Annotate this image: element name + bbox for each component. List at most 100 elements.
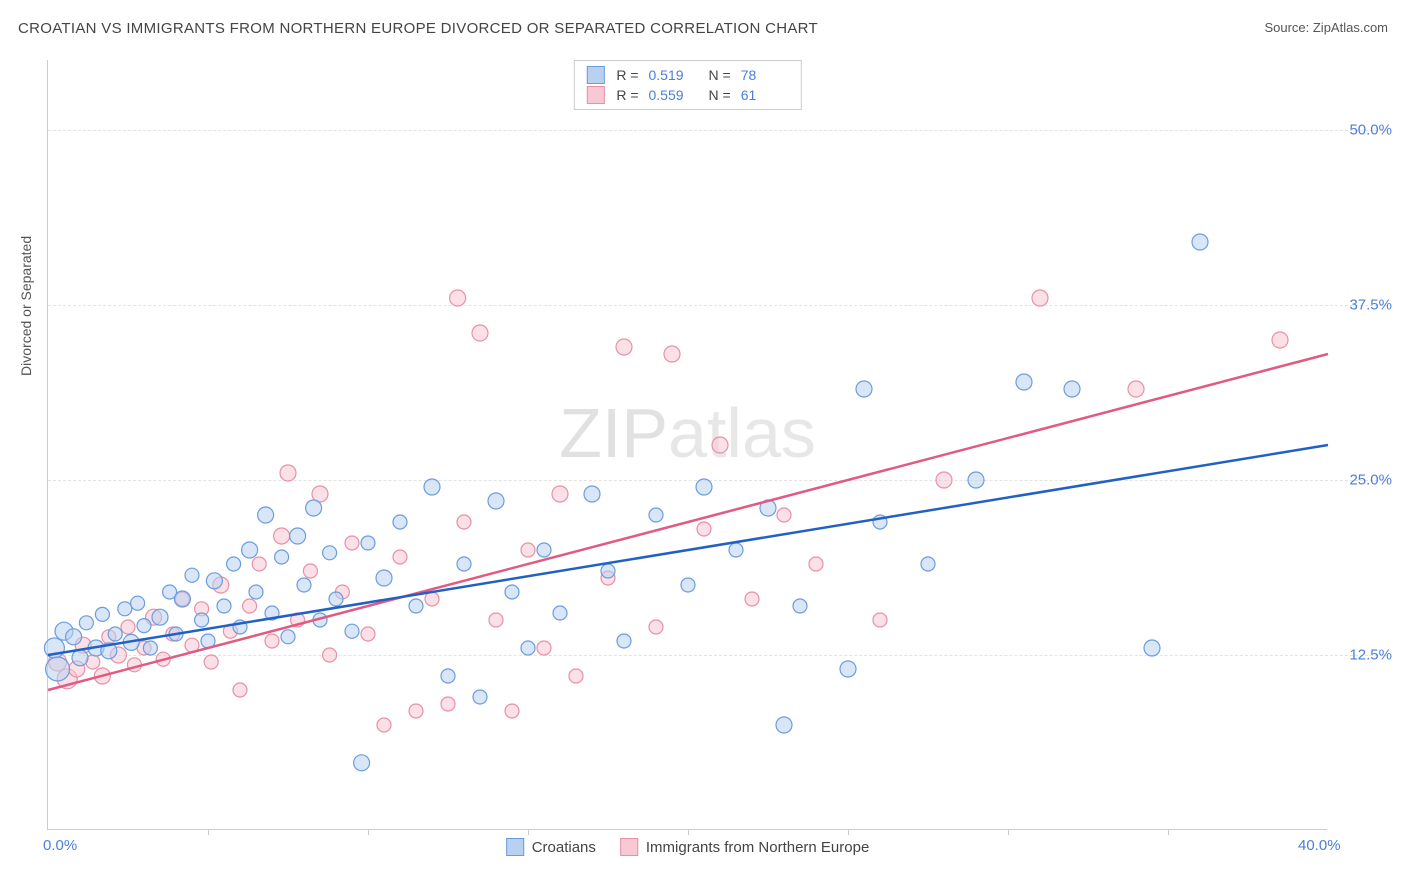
data-point (152, 609, 168, 625)
data-point (377, 718, 391, 732)
data-point (441, 669, 455, 683)
data-point (217, 599, 231, 613)
data-point (873, 613, 887, 627)
data-point (281, 630, 295, 644)
data-point (361, 536, 375, 550)
xtick-mark (688, 829, 689, 835)
data-point (118, 602, 132, 616)
data-point (441, 697, 455, 711)
data-point (252, 557, 266, 571)
data-point (457, 557, 471, 571)
data-point (584, 486, 600, 502)
data-point (46, 657, 70, 681)
data-point (185, 568, 199, 582)
data-point (143, 641, 157, 655)
legend-label: Croatians (532, 839, 596, 856)
legend-swatch (506, 838, 524, 856)
data-point (649, 620, 663, 634)
data-point (329, 592, 343, 606)
data-point (425, 592, 439, 606)
regression-line (48, 445, 1328, 655)
data-point (537, 641, 551, 655)
xtick-label: 0.0% (43, 837, 77, 854)
legend-item: Immigrants from Northern Europe (620, 838, 869, 856)
data-point (488, 493, 504, 509)
data-point (345, 536, 359, 550)
ytick-label: 25.0% (1349, 472, 1392, 489)
data-point (409, 704, 423, 718)
data-point (195, 613, 209, 627)
data-point (361, 627, 375, 641)
data-point (921, 557, 935, 571)
data-point (95, 607, 109, 621)
xtick-mark (368, 829, 369, 835)
xtick-mark (528, 829, 529, 835)
legend-label: Immigrants from Northern Europe (646, 839, 869, 856)
data-point (968, 472, 984, 488)
data-point (1272, 332, 1288, 348)
xtick-mark (1168, 829, 1169, 835)
data-point (290, 528, 306, 544)
data-point (1144, 640, 1160, 656)
data-point (393, 550, 407, 564)
data-point (1192, 234, 1208, 250)
data-point (1016, 374, 1032, 390)
data-point (472, 325, 488, 341)
data-point (227, 557, 241, 571)
data-point (280, 465, 296, 481)
data-point (712, 437, 728, 453)
data-point (1128, 381, 1144, 397)
data-point (553, 606, 567, 620)
data-point (274, 528, 290, 544)
data-point (345, 624, 359, 638)
data-point (521, 641, 535, 655)
xtick-mark (208, 829, 209, 835)
data-point (121, 620, 135, 634)
regression-line (48, 354, 1328, 690)
data-point (204, 655, 218, 669)
data-point (505, 585, 519, 599)
data-point (569, 669, 583, 683)
data-point (505, 704, 519, 718)
legend-row: R =0.519N =78 (586, 65, 788, 85)
data-point (242, 542, 258, 558)
scatter-svg (48, 60, 1327, 829)
data-point (473, 690, 487, 704)
ytick-label: 12.5% (1349, 647, 1392, 664)
data-point (306, 500, 322, 516)
legend-correlation: R =0.519N =78R =0.559N =61 (573, 60, 801, 110)
data-point (617, 634, 631, 648)
data-point (174, 591, 190, 607)
data-point (233, 683, 247, 697)
data-point (777, 508, 791, 522)
data-point (457, 515, 471, 529)
data-point (489, 613, 503, 627)
data-point (696, 479, 712, 495)
data-point (793, 599, 807, 613)
ytick-label: 50.0% (1349, 122, 1392, 139)
data-point (108, 627, 122, 641)
data-point (601, 564, 615, 578)
data-point (131, 596, 145, 610)
data-point (936, 472, 952, 488)
data-point (697, 522, 711, 536)
data-point (537, 543, 551, 557)
y-axis-label: Divorced or Separated (18, 236, 34, 376)
data-point (729, 543, 743, 557)
data-point (249, 585, 263, 599)
chart-title: CROATIAN VS IMMIGRANTS FROM NORTHERN EUR… (18, 20, 818, 37)
source-label: Source: ZipAtlas.com (1264, 20, 1388, 35)
data-point (323, 546, 337, 560)
data-point (1064, 381, 1080, 397)
legend-series: Croatians Immigrants from Northern Europe (506, 838, 870, 856)
data-point (776, 717, 792, 733)
data-point (297, 578, 311, 592)
data-point (206, 573, 222, 589)
data-point (137, 619, 151, 633)
data-point (243, 599, 257, 613)
data-point (258, 507, 274, 523)
data-point (323, 648, 337, 662)
data-point (72, 650, 88, 666)
data-point (552, 486, 568, 502)
xtick-mark (1008, 829, 1009, 835)
